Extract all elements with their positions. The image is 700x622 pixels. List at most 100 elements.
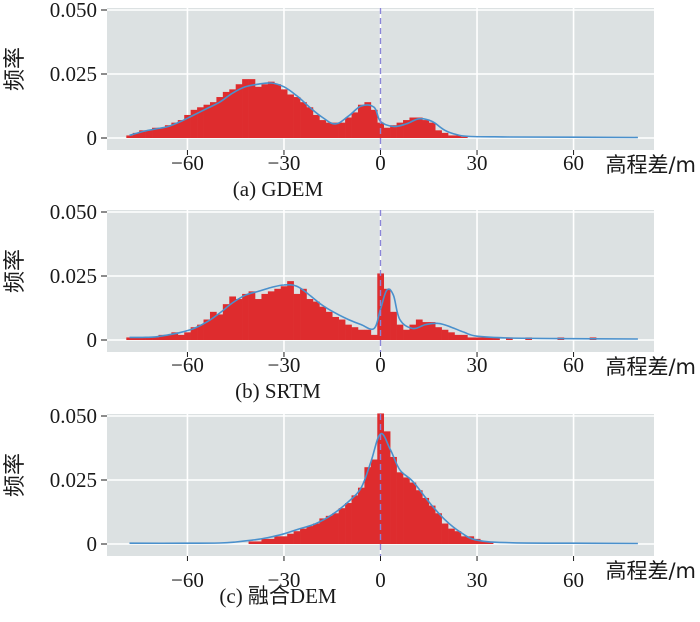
histogram-bar: [255, 299, 262, 340]
histogram-bar: [332, 513, 339, 544]
y-tick-label: 0: [87, 328, 98, 352]
histogram-bar: [158, 334, 166, 340]
histogram-bar: [229, 89, 237, 138]
histogram-bar: [209, 102, 217, 138]
histogram-bar: [267, 291, 275, 340]
histogram-bar: [287, 94, 294, 138]
histogram-bar: [415, 117, 423, 138]
histogram-bar: [274, 536, 282, 544]
histogram-bar: [280, 536, 288, 544]
y-tick-label: 0.050: [50, 200, 97, 224]
x-tick-label: −30: [268, 151, 301, 175]
histogram-bar: [171, 122, 179, 138]
histogram-bar: [454, 135, 462, 138]
panel-caption: (c) 融合DEM: [219, 584, 337, 608]
histogram-bar: [435, 327, 442, 340]
histogram-bar: [370, 109, 378, 138]
histogram-bar: [190, 109, 198, 138]
histogram-bar: [126, 135, 134, 138]
histogram-bar: [364, 329, 372, 340]
x-tick-label: 0: [375, 568, 386, 592]
histogram-bar: [332, 316, 339, 340]
histogram-bar: [216, 314, 224, 340]
histogram-bar: [261, 84, 269, 138]
histogram-bar: [312, 523, 320, 544]
histogram-bar: [441, 132, 449, 138]
histogram-bar: [428, 322, 436, 340]
histogram-bar: [280, 286, 288, 340]
x-tick-label: 30: [467, 353, 488, 377]
histogram-bar: [403, 329, 410, 340]
y-tick-label: 0.050: [50, 0, 97, 22]
histogram-bar: [486, 337, 494, 340]
histogram-bar: [390, 456, 397, 544]
histogram-bar: [152, 127, 159, 138]
histogram-bar: [448, 332, 455, 340]
histogram-bar: [409, 117, 417, 138]
histogram-bar: [126, 337, 134, 340]
histogram-bar: [422, 497, 430, 544]
histogram-bar: [300, 288, 307, 340]
histogram-bar: [139, 337, 146, 340]
histogram-bar: [370, 334, 378, 340]
histogram-bar: [441, 523, 449, 544]
histogram-bar: [287, 281, 294, 340]
histogram-bar: [248, 291, 256, 340]
histogram-bar: [267, 538, 275, 544]
histogram-bar: [197, 324, 204, 340]
histogram-bar: [235, 299, 243, 340]
histogram-bar: [345, 117, 352, 138]
histogram-bar: [415, 319, 423, 340]
histogram-bar: [364, 102, 372, 138]
histogram-bar: [216, 97, 224, 138]
histogram-bar: [164, 125, 172, 138]
histogram-bar: [190, 327, 198, 340]
histogram-bar: [486, 541, 494, 544]
histogram-bar: [293, 293, 301, 340]
histogram-bar: [454, 531, 462, 544]
histogram-bar: [255, 86, 262, 138]
histogram-bar: [280, 89, 288, 138]
histogram-bar: [267, 81, 275, 138]
histogram-bar: [467, 337, 475, 340]
histogram-bar: [209, 311, 217, 340]
x-tick-label: 0: [375, 151, 386, 175]
histogram-bar: [493, 337, 500, 340]
histogram-bar: [454, 334, 462, 340]
histogram-bar: [242, 79, 249, 138]
histogram-bar: [319, 306, 327, 340]
panel-caption: (b) SRTM: [235, 379, 321, 403]
y-tick-label: 0.050: [50, 404, 97, 428]
histogram-bar: [370, 459, 378, 544]
histogram-bar: [332, 122, 339, 138]
histogram-bar: [357, 329, 365, 340]
histogram-bar: [287, 533, 294, 544]
histogram-bar: [383, 288, 391, 340]
x-tick-label: −30: [268, 568, 301, 592]
y-tick-label: 0.025: [50, 264, 97, 288]
histogram-bar: [473, 337, 481, 340]
histogram-bar: [184, 114, 191, 138]
histogram-bar: [222, 91, 230, 138]
x-tick-label: −60: [171, 568, 204, 592]
histogram-bar: [152, 337, 159, 340]
density-curve: [129, 283, 638, 340]
histogram-bar: [319, 518, 327, 544]
histogram-bar: [242, 293, 249, 340]
y-axis-label: 频率: [3, 249, 28, 293]
histogram-bar: [300, 528, 307, 544]
histogram-bar: [357, 104, 365, 138]
histogram-bar: [467, 536, 475, 544]
histogram-bar: [177, 334, 185, 340]
histogram-bar: [306, 526, 314, 544]
panel-caption: (a) GDEM: [233, 177, 324, 201]
x-tick-label: −30: [268, 353, 301, 377]
y-tick-label: 0.025: [50, 468, 97, 492]
histogram-bar: [422, 120, 430, 138]
histogram-bar: [274, 288, 282, 340]
histogram-bar: [383, 431, 391, 544]
density-curve: [129, 432, 638, 545]
